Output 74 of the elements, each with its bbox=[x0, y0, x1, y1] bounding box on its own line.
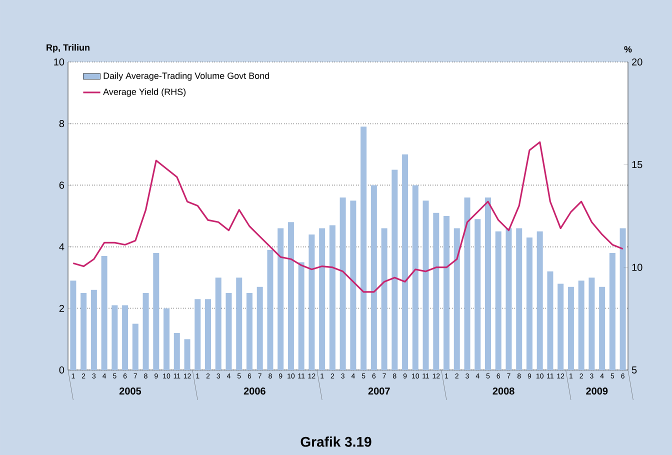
bar bbox=[308, 234, 315, 370]
bar bbox=[153, 252, 160, 370]
bar bbox=[588, 278, 595, 370]
bar bbox=[350, 200, 356, 370]
bar bbox=[464, 198, 470, 370]
bar bbox=[80, 292, 87, 370]
bar bbox=[474, 219, 481, 370]
legend-label: Daily Average-Trading Volume Govt Bond bbox=[104, 72, 270, 81]
bar bbox=[392, 170, 398, 370]
bar bbox=[558, 284, 564, 370]
legend-label: Average Yield (RHS) bbox=[103, 88, 186, 97]
bar bbox=[142, 292, 149, 370]
text: 2007 bbox=[368, 388, 390, 395]
bar bbox=[112, 305, 118, 370]
y-tick-label: 0 bbox=[59, 366, 64, 374]
bar bbox=[381, 228, 388, 370]
bar bbox=[122, 305, 128, 370]
y2-tick-label: 5 bbox=[632, 366, 637, 374]
y-tick-label: 6 bbox=[59, 182, 64, 189]
y-tick-label: 2 bbox=[59, 304, 64, 312]
bar bbox=[174, 333, 180, 370]
bar bbox=[422, 200, 429, 370]
y-tick-label: 10 bbox=[54, 58, 64, 66]
bar bbox=[568, 286, 574, 370]
bar bbox=[70, 280, 76, 370]
bar bbox=[506, 228, 512, 370]
text: 2008 bbox=[492, 388, 514, 395]
bar bbox=[620, 228, 626, 370]
bar bbox=[370, 185, 377, 370]
bar bbox=[194, 299, 201, 370]
bar bbox=[101, 256, 108, 370]
y-tick-label: 8 bbox=[59, 120, 64, 128]
bar bbox=[454, 228, 460, 370]
y2-tick-label: 15 bbox=[632, 161, 642, 168]
bar bbox=[132, 324, 138, 370]
y2-tick-label: 10 bbox=[632, 264, 642, 271]
bar bbox=[215, 278, 222, 370]
text: Grafik 3.19 bbox=[300, 436, 372, 447]
bar bbox=[236, 278, 242, 370]
bar bbox=[278, 228, 284, 370]
bar bbox=[433, 212, 440, 370]
bar bbox=[164, 308, 170, 370]
y-axis-title: Rp, Triliun bbox=[46, 44, 90, 52]
bar bbox=[402, 154, 408, 370]
bar bbox=[226, 292, 232, 370]
bar bbox=[536, 231, 543, 370]
y-tick-label: 4 bbox=[59, 243, 64, 250]
bar bbox=[90, 290, 97, 370]
bar bbox=[547, 271, 554, 370]
bar bbox=[609, 252, 616, 370]
text: 2005 bbox=[119, 388, 142, 395]
y2-tick-label: 20 bbox=[632, 58, 642, 66]
bar bbox=[288, 222, 294, 370]
bar bbox=[526, 238, 532, 370]
bar bbox=[246, 292, 252, 370]
bar bbox=[516, 228, 522, 370]
bar bbox=[205, 299, 212, 370]
bar bbox=[485, 198, 491, 370]
bar bbox=[184, 339, 190, 370]
bar bbox=[578, 280, 584, 370]
y2-axis-title: % bbox=[624, 46, 632, 52]
bar bbox=[599, 286, 606, 370]
bar bbox=[495, 231, 502, 370]
bar bbox=[267, 250, 274, 370]
text: 2009 bbox=[586, 388, 608, 395]
bar bbox=[256, 286, 263, 370]
bar bbox=[319, 228, 326, 370]
text: 2006 bbox=[244, 388, 266, 395]
bar bbox=[298, 262, 304, 370]
bar bbox=[340, 198, 346, 370]
bar bbox=[360, 126, 367, 370]
bar bbox=[444, 216, 450, 370]
bar bbox=[329, 225, 336, 370]
bar bbox=[412, 185, 418, 370]
